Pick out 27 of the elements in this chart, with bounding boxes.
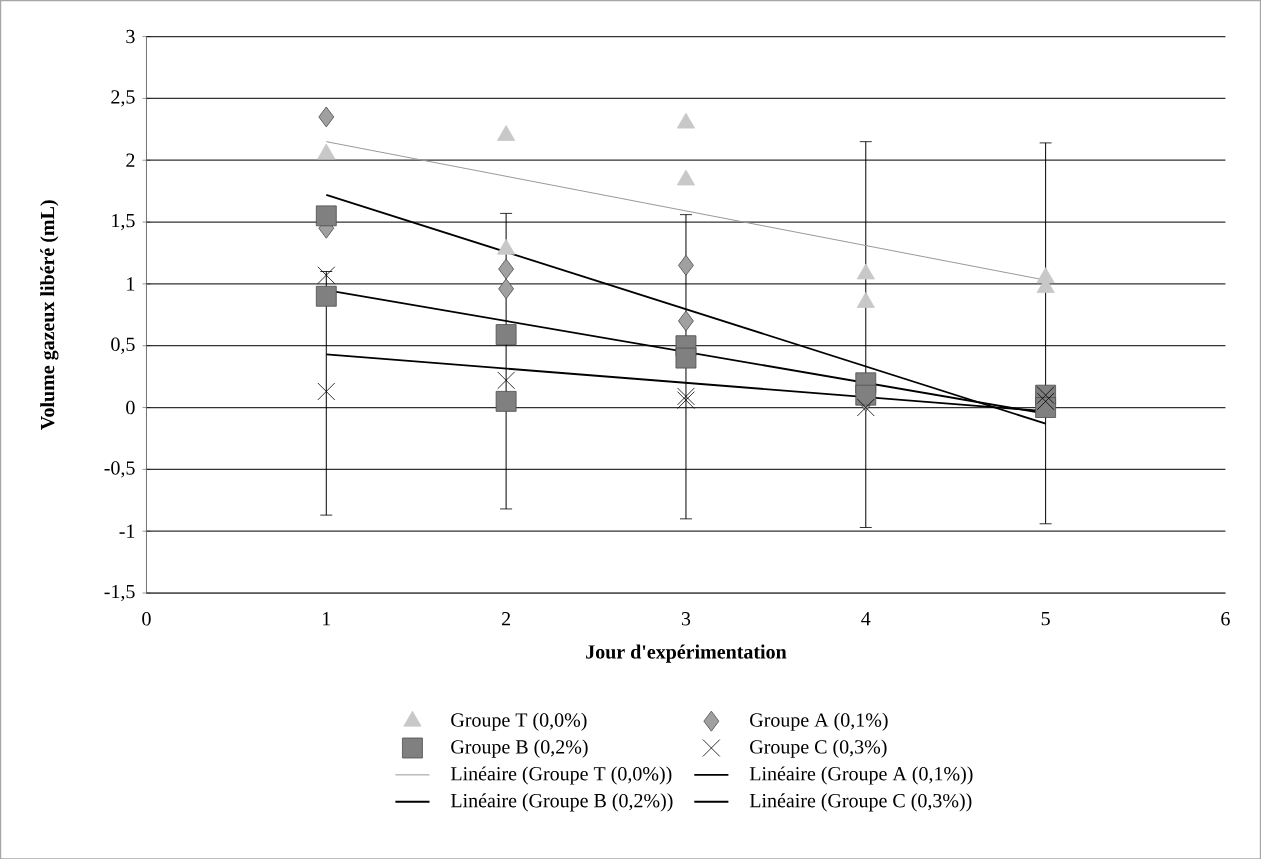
x-tick-label: 3 (681, 611, 691, 626)
legend-label: Groupe T (0,0%) (451, 712, 587, 731)
legend-label: Linéaire (Groupe C (0,3%)) (749, 793, 972, 812)
y-tick-label: 0 (126, 400, 135, 415)
y-tick-label: 1,5 (112, 213, 135, 230)
y-tick-label: -0,5 (104, 461, 135, 478)
legend-label: Groupe C (0,3%) (750, 739, 887, 758)
x-axis-title: Jour d'expérimentation (586, 644, 787, 663)
y-tick-label: 1 (127, 277, 135, 291)
x-tick-label: 4 (861, 611, 871, 626)
y-tick-label: -1,5 (104, 584, 135, 601)
y-tick-label: 2,5 (111, 90, 135, 107)
legend-label: Groupe B (0,2%) (451, 739, 588, 758)
y-tick-label: 2 (126, 153, 135, 167)
y-tick-label: 0,5 (111, 337, 135, 354)
legend-label: Linéaire (Groupe A (0,1%)) (749, 766, 973, 785)
legend-label: Linéaire (Groupe B (0,2%)) (450, 793, 673, 812)
y-tick-label: -1 (119, 524, 135, 538)
y-axis-title: Volume gazeux libéré (mL) (40, 200, 59, 430)
x-tick-label: 2 (502, 611, 511, 626)
legend-label: Groupe A (0,1%) (750, 712, 888, 731)
x-tick-label: 0 (142, 611, 151, 626)
x-tick-label: 6 (1221, 611, 1230, 626)
x-tick-label: 1 (323, 611, 331, 626)
x-tick-label: 5 (1041, 611, 1050, 626)
legend-label: Linéaire (Groupe T (0,0%)) (450, 766, 672, 785)
y-tick-label: 3 (126, 29, 135, 44)
